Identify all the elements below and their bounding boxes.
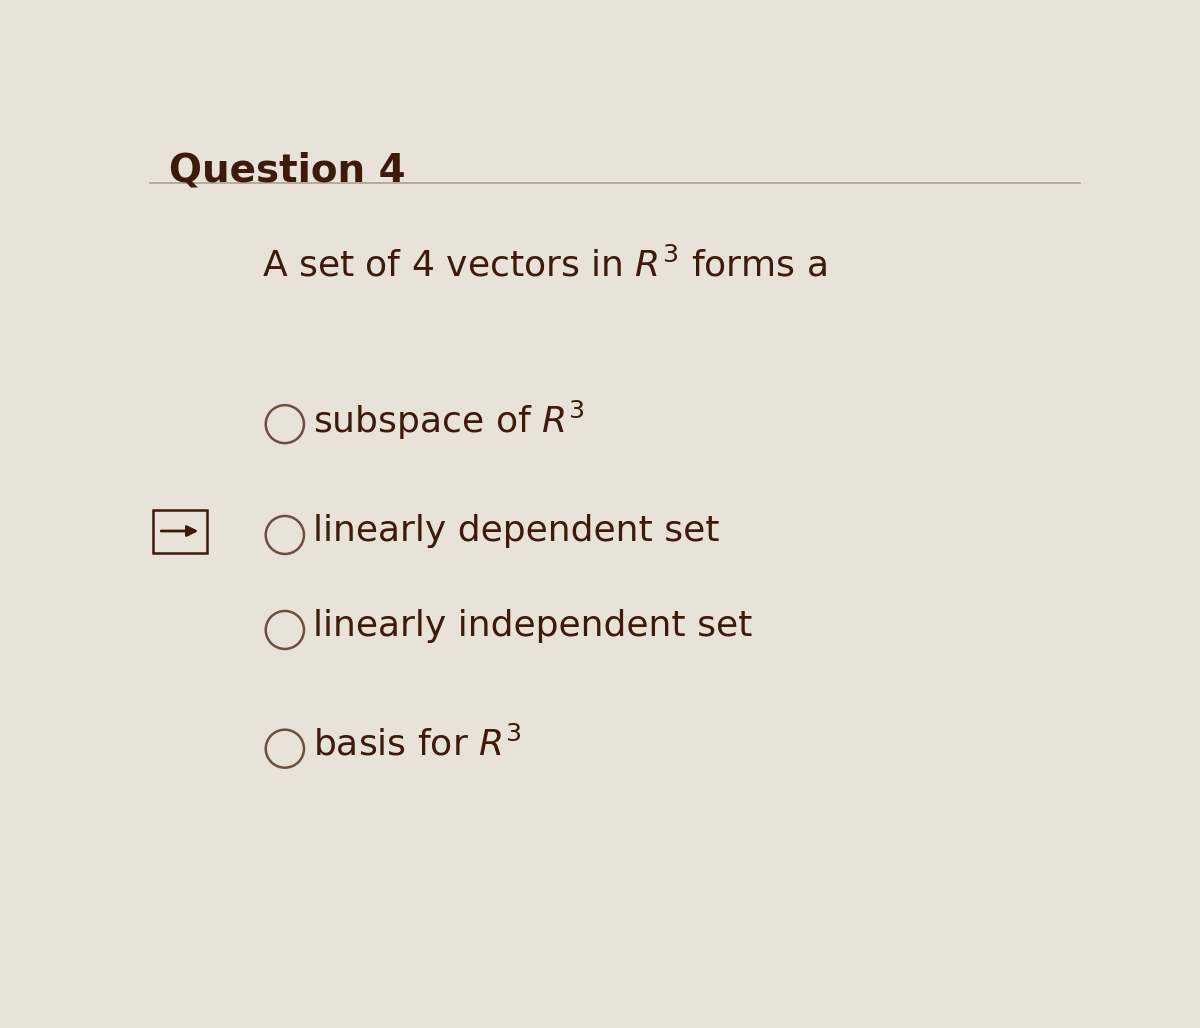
Text: subspace of $R^3$: subspace of $R^3$ xyxy=(313,399,584,442)
FancyBboxPatch shape xyxy=(152,510,206,553)
Text: linearly dependent set: linearly dependent set xyxy=(313,514,719,548)
Text: Question 4: Question 4 xyxy=(168,151,406,189)
Text: A set of 4 vectors in $\mathit{R}^3$ forms a: A set of 4 vectors in $\mathit{R}^3$ for… xyxy=(262,248,827,284)
Text: basis for $R^3$: basis for $R^3$ xyxy=(313,727,522,763)
Text: linearly independent set: linearly independent set xyxy=(313,609,752,642)
